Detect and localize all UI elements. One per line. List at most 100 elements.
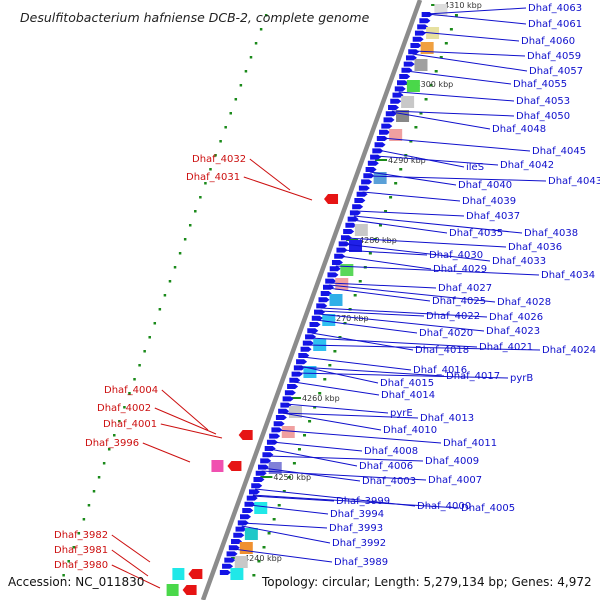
- kbp-label: 4280 kbp: [359, 236, 397, 245]
- forward-gene-label-dhaf-4021: Dhaf_4021: [479, 342, 533, 353]
- tick-dot: [97, 476, 101, 479]
- kbp-label: 4270 kbp: [331, 314, 369, 323]
- forward-gene-feature: [349, 240, 363, 252]
- forward-gene-arrow: [352, 204, 364, 210]
- forward-label-line: [262, 467, 361, 482]
- tick-dot: [128, 392, 131, 395]
- reverse-gene-label-dhaf-3982: Dhaf_3982: [54, 530, 108, 541]
- forward-label-line: [233, 548, 333, 563]
- tick-dot: [389, 196, 393, 199]
- forward-gene-arrow: [329, 266, 341, 272]
- forward-gene-arrow: [251, 483, 263, 489]
- forward-label-line: [282, 412, 419, 419]
- forward-gene-label-dhaf-4024: Dhaf_4024: [542, 345, 596, 356]
- reverse-gene-feature: [166, 584, 179, 596]
- forward-gene-arrow: [325, 278, 337, 284]
- forward-gene-label-dhaf-4050: Dhaf_4050: [516, 111, 570, 122]
- forward-label-line: [252, 495, 335, 502]
- forward-label-line: [339, 255, 432, 270]
- forward-label-line: [318, 313, 485, 332]
- kbp-label: 4250 kbp: [273, 473, 311, 482]
- forward-label-line: [382, 137, 531, 152]
- forward-gene-arrow: [385, 111, 397, 117]
- tick-dot: [153, 322, 157, 325]
- tick-dot: [178, 252, 182, 255]
- forward-gene-feature: [354, 224, 368, 236]
- forward-gene-arrow: [318, 297, 330, 303]
- forward-gene-arrow: [390, 98, 402, 104]
- forward-gene-label-dhaf-4010: Dhaf_4010: [383, 425, 437, 436]
- tick-dot: [82, 518, 86, 521]
- forward-label-line: [420, 31, 520, 42]
- forward-gene-arrow: [383, 117, 395, 123]
- forward-label-line: [426, 7, 527, 15]
- tick-dot: [67, 560, 70, 563]
- forward-gene-label-pyrb: pyrB: [510, 373, 533, 384]
- tick-dot: [199, 196, 202, 199]
- forward-gene-arrow: [405, 55, 417, 61]
- forward-label-line: [242, 522, 328, 529]
- forward-label-line: [352, 219, 448, 234]
- forward-gene-label-dhaf-4003: Dhaf_4003: [362, 476, 416, 487]
- forward-gene-label-dhaf-4015: Dhaf_4015: [380, 378, 434, 389]
- reverse-gene-arrow: [227, 461, 242, 471]
- tick-dot: [188, 224, 192, 227]
- forward-gene-arrow: [403, 61, 415, 67]
- forward-gene-label-dhaf-4026: Dhaf_4026: [489, 312, 543, 323]
- forward-gene-label-dhaf-4027: Dhaf_4027: [438, 283, 492, 294]
- forward-gene-arrow: [231, 539, 243, 544]
- forward-label-line: [302, 356, 412, 371]
- forward-gene-arrow: [419, 18, 431, 24]
- forward-label-line: [328, 284, 496, 303]
- tick-dot: [384, 210, 388, 213]
- forward-gene-arrow: [396, 80, 408, 86]
- reverse-gene-label-dhaf-3980: Dhaf_3980: [54, 560, 108, 571]
- forward-label-line: [406, 70, 512, 85]
- forward-label-line: [355, 210, 465, 217]
- forward-label-line: [293, 381, 380, 396]
- forward-gene-feature: [322, 314, 336, 326]
- reverse-gene-arrow: [238, 430, 253, 440]
- forward-gene-label-dhaf-4017: Dhaf_4017: [446, 371, 500, 382]
- tick-dot: [292, 462, 296, 465]
- forward-gene-arrow: [358, 185, 370, 191]
- forward-gene-feature: [254, 502, 268, 514]
- forward-gene-arrow: [388, 105, 400, 110]
- forward-gene-arrow: [282, 396, 294, 402]
- tick-dot: [113, 434, 116, 437]
- forward-gene-arrow: [287, 384, 299, 389]
- forward-gene-feature: [406, 80, 420, 92]
- reverse-gene-label-dhaf-3996: Dhaf_3996: [85, 438, 139, 449]
- forward-gene-arrow: [269, 433, 281, 439]
- tick-dot: [138, 364, 141, 367]
- forward-gene-arrow: [284, 390, 296, 396]
- reverse-label-line: [243, 176, 313, 201]
- forward-gene-arrow: [289, 377, 301, 383]
- tick-dot: [249, 56, 253, 59]
- forward-gene-arrow: [244, 501, 256, 507]
- forward-gene-feature: [414, 59, 428, 71]
- tick-dot: [297, 448, 301, 451]
- tick-dot: [158, 308, 162, 311]
- forward-gene-label-dhaf-4008: Dhaf_4008: [364, 446, 418, 457]
- tick-dot: [77, 532, 81, 535]
- reverse-gene-label-dhaf-4002: Dhaf_4002: [97, 403, 151, 414]
- forward-gene-label-dhaf-3992: Dhaf_3992: [332, 538, 386, 549]
- reverse-gene-label-dhaf-4004: Dhaf_4004: [104, 385, 158, 396]
- tick-dot: [328, 364, 332, 367]
- forward-gene-arrow: [372, 148, 384, 154]
- reverse-gene-arrow: [324, 194, 339, 204]
- forward-gene-label-dhaf-4038: Dhaf_4038: [524, 228, 578, 239]
- tick-dot: [262, 546, 266, 549]
- forward-label-line: [269, 448, 358, 467]
- tick-dot: [92, 490, 96, 493]
- tick-dot: [72, 546, 76, 549]
- kbp-label: 4240 kbp: [244, 554, 282, 563]
- tick-dot: [224, 126, 227, 129]
- forward-gene-arrow: [296, 359, 308, 365]
- forward-gene-label-dhaf-4060: Dhaf_4060: [521, 36, 575, 47]
- forward-gene-arrow: [235, 526, 247, 532]
- forward-gene-label-dhaf-4006: Dhaf_4006: [359, 461, 413, 472]
- tick-dot: [267, 532, 271, 535]
